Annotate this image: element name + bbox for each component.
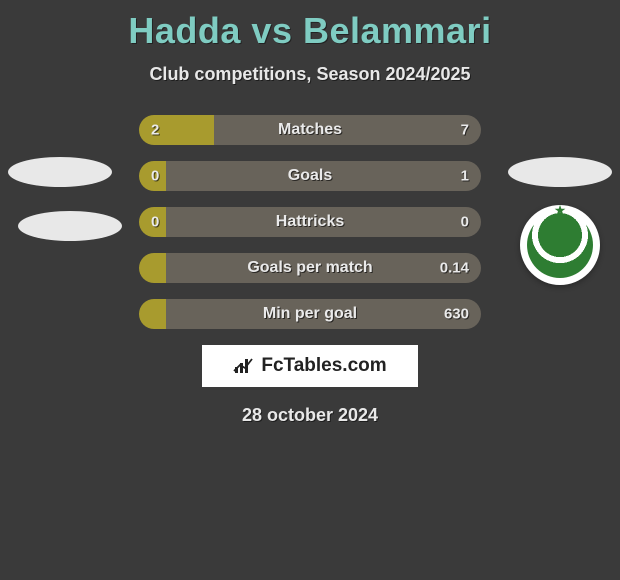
page-title: Hadda vs Belammari [0,0,620,52]
bars-container: Matches 2 7 Goals 0 1 Hattricks 0 0 Goals per mat… [139,115,481,329]
bar-row: Hattricks 0 0 [139,207,481,237]
bar-row: Matches 2 7 [139,115,481,145]
bar-label: Min per goal [263,305,357,323]
player-left-badge-2 [18,211,122,241]
bar-label: Matches [278,121,342,139]
bar-right-fill [214,115,481,145]
bar-label: Goals per match [247,259,372,277]
player-left-badge-1 [8,157,112,187]
crest-icon: ★ [527,212,593,278]
bar-value-left: 0 [151,214,159,231]
bar-row: Min per goal 630 [139,299,481,329]
star-icon: ★ [554,202,567,219]
bar-row: Goals 0 1 [139,161,481,191]
bar-value-right: 0 [461,214,469,231]
comparison-chart: ★ Matches 2 7 Goals 0 1 Hattricks 0 0 Goals per m… [0,115,620,426]
bar-left-fill [139,253,166,283]
bar-value-left: 2 [151,122,159,139]
date-text: 28 october 2024 [0,405,620,426]
player-right-badge [508,157,612,187]
bar-value-right: 0.14 [440,260,469,277]
bars-icon [233,357,255,375]
bar-row: Goals per match 0.14 [139,253,481,283]
bar-value-right: 7 [461,122,469,139]
branding-text: FcTables.com [261,355,386,377]
subtitle: Club competitions, Season 2024/2025 [0,64,620,85]
club-crest-right: ★ [520,205,600,285]
bar-value-right: 630 [444,306,469,323]
bar-value-right: 1 [461,168,469,185]
bar-left-fill [139,299,166,329]
bar-label: Hattricks [276,213,344,231]
branding-box[interactable]: FcTables.com [202,345,418,387]
bar-value-left: 0 [151,168,159,185]
bar-label: Goals [288,167,332,185]
